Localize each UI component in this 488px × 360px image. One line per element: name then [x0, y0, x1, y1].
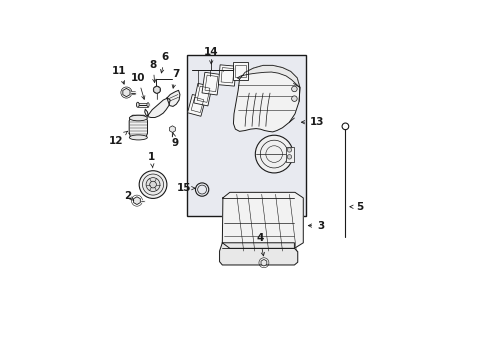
- Polygon shape: [237, 66, 299, 87]
- Text: 7: 7: [172, 69, 179, 88]
- Text: 8: 8: [149, 59, 156, 82]
- Text: 6: 6: [160, 52, 168, 73]
- Ellipse shape: [146, 103, 149, 107]
- Text: 3: 3: [307, 221, 324, 231]
- Ellipse shape: [136, 102, 139, 107]
- Text: 11: 11: [112, 66, 126, 84]
- Bar: [187, 55, 305, 216]
- Polygon shape: [144, 98, 170, 117]
- Text: 14: 14: [203, 46, 218, 64]
- Text: 4: 4: [256, 233, 264, 256]
- Circle shape: [142, 174, 163, 195]
- Text: 9: 9: [171, 132, 179, 148]
- Text: 1: 1: [148, 152, 155, 168]
- Circle shape: [291, 86, 297, 92]
- Circle shape: [139, 171, 166, 198]
- Ellipse shape: [129, 135, 147, 140]
- Circle shape: [149, 181, 156, 188]
- Text: 10: 10: [130, 73, 145, 99]
- Text: 5: 5: [349, 202, 363, 212]
- Polygon shape: [222, 192, 303, 248]
- Polygon shape: [219, 243, 297, 265]
- Circle shape: [255, 135, 292, 173]
- Circle shape: [286, 155, 291, 159]
- Text: 2: 2: [123, 191, 134, 201]
- Bar: [191, 97, 203, 113]
- Circle shape: [291, 96, 297, 102]
- Bar: [285, 147, 294, 162]
- Bar: [202, 72, 220, 95]
- Text: 15: 15: [177, 183, 195, 193]
- Polygon shape: [233, 66, 299, 132]
- Ellipse shape: [129, 115, 147, 121]
- Bar: [204, 75, 217, 92]
- Bar: [234, 65, 245, 77]
- Bar: [221, 68, 233, 83]
- Bar: [232, 62, 247, 80]
- Circle shape: [153, 86, 160, 93]
- Circle shape: [146, 177, 160, 192]
- Bar: [197, 86, 209, 102]
- Circle shape: [286, 148, 291, 152]
- Bar: [187, 94, 205, 116]
- Bar: [218, 65, 236, 86]
- Polygon shape: [166, 90, 180, 107]
- Text: 12: 12: [108, 131, 127, 146]
- Text: 13: 13: [301, 117, 324, 127]
- Bar: [193, 84, 212, 106]
- Polygon shape: [129, 115, 147, 139]
